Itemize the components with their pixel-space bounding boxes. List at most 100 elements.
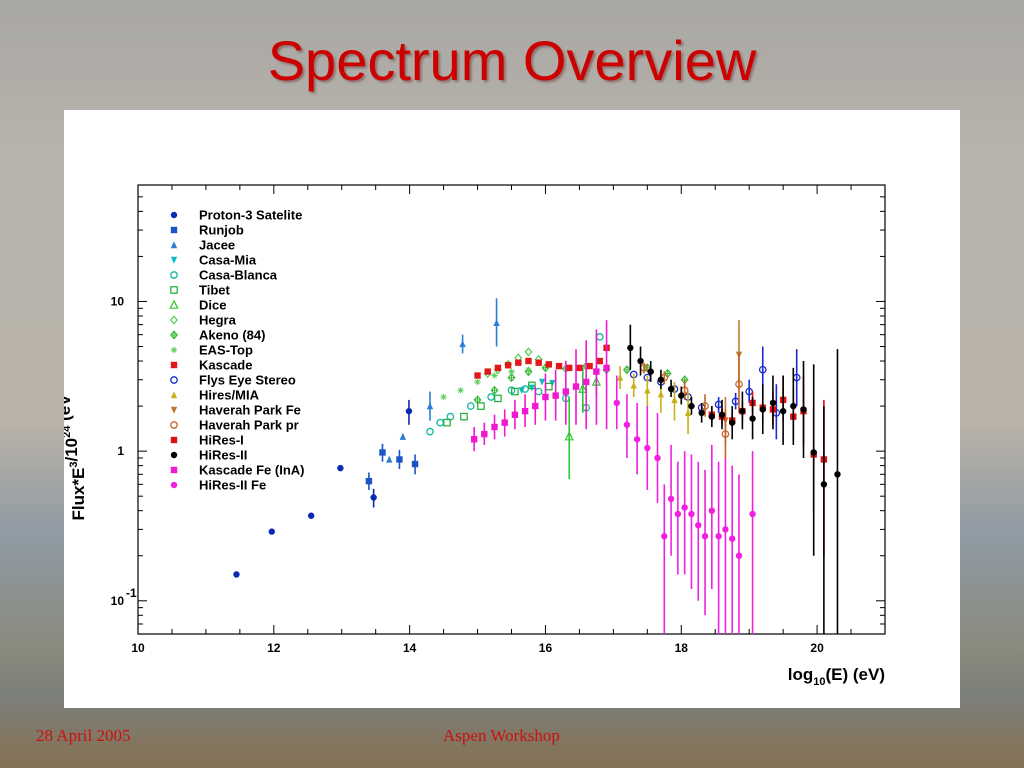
data-point xyxy=(491,372,498,379)
data-point xyxy=(622,365,631,375)
data-point xyxy=(759,406,766,413)
data-point xyxy=(596,357,603,365)
data-point xyxy=(688,402,695,410)
data-point xyxy=(633,436,641,443)
legend-label: HiRes-II Fe xyxy=(199,478,266,493)
legend-label: Jacee xyxy=(199,238,235,253)
legend-label: Akeno (84) xyxy=(199,328,265,343)
data-point xyxy=(504,362,512,369)
data-point xyxy=(593,368,600,375)
plot-area xyxy=(233,298,841,634)
legend-marker xyxy=(170,286,178,294)
data-point xyxy=(562,388,570,395)
data-point xyxy=(708,507,716,514)
legend-marker xyxy=(170,466,178,474)
data-point xyxy=(613,399,620,407)
data-point xyxy=(729,419,736,426)
data-point xyxy=(542,393,549,401)
data-point xyxy=(470,436,478,443)
legend-marker xyxy=(170,346,178,354)
data-point xyxy=(834,471,841,478)
legend-marker xyxy=(169,299,179,309)
series-proton-3-satelite xyxy=(233,399,413,578)
data-point xyxy=(564,431,574,441)
legend-label: Kascade Fe (InA) xyxy=(199,463,304,478)
data-point xyxy=(370,494,377,501)
legend-label: Casa-Mia xyxy=(199,253,257,268)
data-point xyxy=(459,340,466,348)
data-point xyxy=(667,495,675,503)
data-point xyxy=(647,368,654,375)
data-point xyxy=(501,419,508,426)
series-eas-top xyxy=(440,366,532,401)
data-point xyxy=(411,460,419,468)
legend-label: Kascade xyxy=(199,358,252,373)
data-point xyxy=(511,387,519,396)
data-point xyxy=(538,378,546,386)
data-point xyxy=(701,533,709,540)
footer-event: Aspen Workshop xyxy=(443,726,560,745)
data-point xyxy=(769,399,777,407)
data-point xyxy=(545,361,553,368)
y-tick-label: 1 xyxy=(117,444,124,458)
data-point xyxy=(473,395,482,405)
x-tick-label: 10 xyxy=(131,641,145,655)
data-point xyxy=(698,409,705,417)
data-point xyxy=(399,432,407,440)
legend-label: Flys Eye Stereo xyxy=(199,373,296,388)
data-point xyxy=(671,396,678,404)
legend-marker xyxy=(170,436,178,444)
legend-marker xyxy=(170,481,178,489)
legend-marker xyxy=(170,451,178,459)
data-point xyxy=(654,454,661,462)
data-point xyxy=(508,368,515,375)
data-point xyxy=(667,385,675,393)
data-point xyxy=(534,387,543,396)
data-point xyxy=(595,333,604,341)
data-point xyxy=(735,380,743,389)
data-point xyxy=(466,402,475,410)
data-point xyxy=(657,390,665,398)
data-point xyxy=(532,402,539,410)
data-point xyxy=(426,427,434,436)
data-point xyxy=(790,402,797,410)
legend-marker xyxy=(170,211,178,219)
data-point xyxy=(545,382,553,391)
footer-date: 28 April 2005 xyxy=(36,726,131,745)
data-point xyxy=(487,393,495,401)
legend-label: Haverah Park pr xyxy=(199,418,299,433)
legend-label: Haverah Park Fe xyxy=(199,403,301,418)
data-point xyxy=(681,504,688,511)
data-point xyxy=(623,421,631,428)
data-point xyxy=(749,415,756,422)
data-point xyxy=(386,455,393,463)
data-point xyxy=(616,373,624,381)
data-point xyxy=(749,510,756,518)
series-haverah-park-pr xyxy=(640,353,743,458)
data-point xyxy=(644,386,651,394)
legend-label: Hires/MIA xyxy=(199,388,260,403)
series-jacee xyxy=(386,298,500,463)
legend-marker xyxy=(170,376,178,384)
x-tick-label: 14 xyxy=(403,641,417,655)
legend-label: Casa-Blanca xyxy=(199,268,278,283)
data-point xyxy=(586,362,593,370)
data-point xyxy=(715,533,722,540)
data-point xyxy=(729,535,736,542)
data-point xyxy=(779,407,787,415)
legend-label: HiRes-I xyxy=(199,433,244,448)
y-axis-title: Flux*E3/1024 (eV2 m-2 s-1 sr-1) xyxy=(64,298,88,520)
x-tick-label: 16 xyxy=(539,641,553,655)
data-point xyxy=(521,407,529,415)
legend-marker xyxy=(170,391,178,399)
data-point xyxy=(555,362,563,370)
legend-label: Tibet xyxy=(199,283,230,298)
data-point xyxy=(443,418,451,427)
data-point xyxy=(578,383,588,393)
data-point xyxy=(268,528,275,535)
legend-marker xyxy=(170,406,178,414)
data-point xyxy=(396,456,403,463)
data-point xyxy=(566,364,573,372)
legend-label: HiRes-II xyxy=(199,448,247,463)
legend-marker xyxy=(170,330,178,340)
